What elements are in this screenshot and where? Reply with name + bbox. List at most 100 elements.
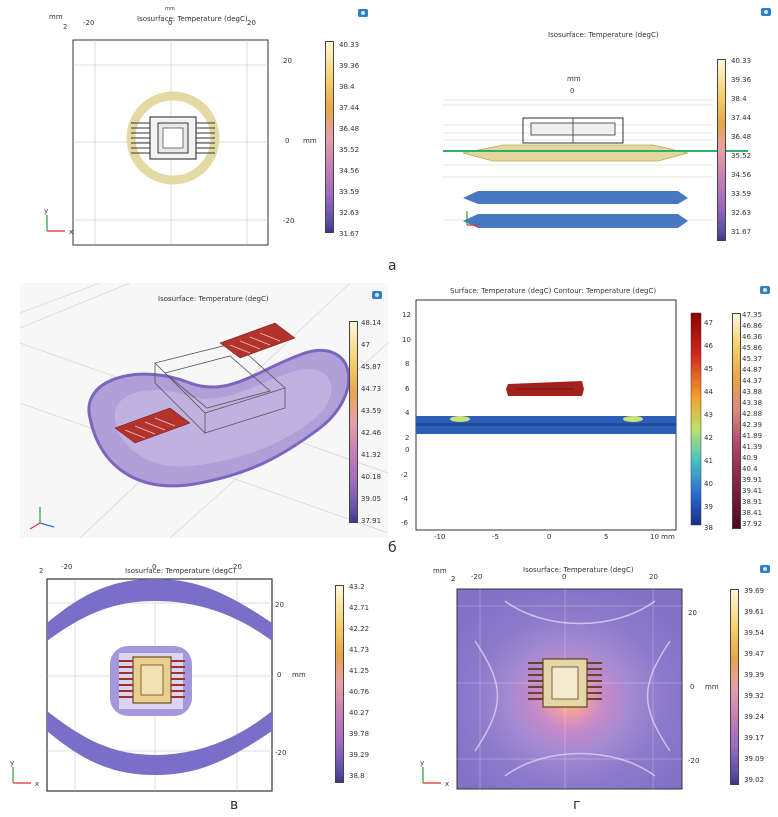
camera-icon[interactable] [372,291,382,299]
tick-zero: 0 [570,87,575,95]
cbar-tick: 38 [704,524,713,532]
legend-value: 40.9 [742,454,758,462]
legend-value: 39.32 [744,692,765,700]
legend-value: 31.67 [339,230,360,238]
tick-top: 0 [152,563,157,571]
legend-value: 44.87 [742,366,763,374]
legend-value: 40.27 [349,709,370,717]
tick-top-1: -20 [83,19,95,27]
unit-top-tiny: mm [165,6,175,12]
tick-top: 20 [233,563,242,571]
plot-b-left [20,283,388,538]
legend-value: 43.38 [742,399,763,407]
legend-value: 39.91 [742,476,763,484]
legend-value: 39.09 [744,755,765,763]
cbar-tick: 41 [704,457,713,465]
legend-value: 39.05 [361,495,382,503]
legend-a-left: 40.33 39.36 38.4 37.44 36.48 35.52 34.56… [323,37,378,238]
legend-value: 43.2 [349,583,365,591]
tick-right: 20 [688,609,697,617]
camera-icon[interactable] [358,9,368,17]
caption-v: в [230,797,239,813]
legend-value: 38.4 [339,83,355,91]
tick-right: 0 [690,683,695,691]
title-g: Isosurface: Temperature (degC) [523,566,634,574]
legend-value: 45.87 [361,363,382,371]
tick-right-2: -20 [283,217,295,225]
legend-value: 46.36 [742,333,763,341]
unit-mm-top: mm [433,567,447,575]
camera-icon[interactable] [760,565,770,573]
legend-v: 43.2 42.71 42.22 41.73 41.25 40.76 40.27… [333,583,385,788]
panel-a-left: Isosurface: Temperature (degC) mm mm 2 -… [25,5,378,255]
x-tick: 0 [547,533,552,541]
legend-value: 33.59 [731,190,752,198]
x-tick: -10 [434,533,446,541]
legend-value: 37.44 [731,114,752,122]
unit-mm-top: mm [49,13,63,21]
tick-top-2: 0 [168,19,173,27]
tick-top: 2 [451,575,456,583]
legend-value: 42.22 [349,625,370,633]
camera-icon[interactable] [760,286,770,294]
legend-value: 37.91 [361,517,382,525]
legend-value: 40.33 [731,57,752,65]
caption-a: а [388,258,397,274]
legend-value: 40.33 [339,41,360,49]
svg-text:y: y [44,207,48,215]
legend-value: 43.88 [742,388,763,396]
y-tick: 4 [405,409,410,417]
legend-value: 47 [361,341,370,349]
y-tick: -4 [401,495,408,503]
unit-mm-right: mm [303,137,317,145]
legend-value: 39.54 [744,629,765,637]
tick-top: 0 [562,573,567,581]
caption-g: г [573,797,581,813]
x-tick: 10 mm [650,533,675,541]
legend-value: 40.18 [361,473,382,481]
tick-top: 2 [39,567,44,575]
legend-value: 39.39 [744,671,765,679]
legend-value: 41.39 [742,443,763,451]
unit-mm: mm [292,671,306,679]
legend-value: 35.52 [731,152,752,160]
x-tick: 5 [604,533,609,541]
cbar-tick: 46 [704,342,713,350]
legend-b-left: 48.14 47 45.87 44.73 43.59 42.46 41.32 4… [347,319,387,534]
camera-icon[interactable] [761,8,771,16]
legend-value: 38.4 [731,95,747,103]
legend-value: 48.14 [361,319,382,327]
panel-g: Isosurface: Temperature (degC) mm 2 -20 … [395,561,775,793]
y-tick: 12 [402,311,411,319]
tick-right: -20 [275,749,287,757]
legend-value: 38.8 [349,772,365,780]
y-tick: -2 [401,471,408,479]
tick-right-1: 0 [285,137,290,145]
tick-right: -20 [688,757,700,765]
x-tick: -5 [492,533,499,541]
legend-value: 32.63 [731,209,752,217]
plot-g [395,561,775,793]
legend-g: 39.69 39.61 39.54 39.47 39.39 39.32 39.2… [728,587,775,789]
legend-value: 31.67 [731,228,752,236]
legend-value: 41.73 [349,646,370,654]
legend-value: 38.41 [742,509,763,517]
legend-value: 34.56 [339,167,360,175]
y-tick: 0 [405,446,410,454]
legend-value: 46.86 [742,322,763,330]
axis-triad-icon: y x [10,759,39,788]
legend-value: 41.89 [742,432,763,440]
tick-top-0: 2 [63,23,68,31]
legend-value: 39.29 [349,751,370,759]
y-tick: 2 [405,434,410,442]
legend-value: 32.63 [339,209,360,217]
legend-value: 43.59 [361,407,382,415]
svg-text:x: x [69,228,73,236]
legend-value: 37.92 [742,520,763,528]
legend-value: 42.39 [742,421,763,429]
unit-mm: mm [705,683,719,691]
legend-value: 40.76 [349,688,370,696]
axis-triad-icon [466,211,479,226]
panel-b-left: Isosurface: Temperature (degC) 48.14 47 … [20,283,388,538]
legend-value: 47.35 [742,311,763,319]
